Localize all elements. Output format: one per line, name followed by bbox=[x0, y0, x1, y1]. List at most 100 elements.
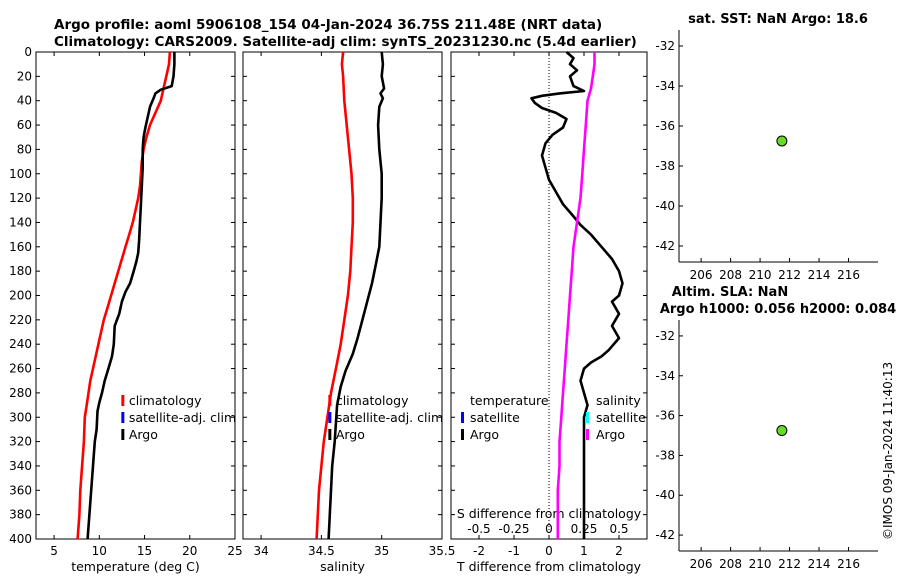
y-tick-label: 340 bbox=[9, 459, 32, 473]
x-tick-label: -2 bbox=[473, 544, 485, 558]
y-tick-label: 400 bbox=[9, 532, 32, 546]
y-tick-label: 360 bbox=[9, 483, 32, 497]
legend-label: climatology bbox=[129, 393, 202, 408]
x-tick-label: 2 bbox=[615, 544, 623, 558]
panel-diff: -2 -1 0 1 2T difference from climatology S di… bbox=[450, 51, 648, 574]
y-tick-label: 60 bbox=[17, 118, 32, 132]
y-tick-label: -34 bbox=[655, 79, 675, 93]
header-line-2: Climatology: CARS2009. Satellite-adj cli… bbox=[54, 34, 637, 50]
y-tick-label: 0 bbox=[24, 45, 32, 59]
top-tick-label: -0.5 bbox=[467, 522, 490, 536]
x-tick-label: 35.5 bbox=[429, 544, 456, 558]
x-tick-label: 34.5 bbox=[308, 544, 335, 558]
top-axis-label: S difference from climatology bbox=[457, 506, 642, 521]
legend-swatch bbox=[586, 429, 589, 440]
panel-temp: 0 20 40 60 80 100 120 140 160 180 200 220 240 260 280 3… bbox=[9, 45, 243, 574]
legend-swatch bbox=[328, 412, 332, 423]
x-tick-label: 34 bbox=[253, 544, 268, 558]
y-tick-label: -40 bbox=[655, 199, 675, 213]
y-tick-label: 120 bbox=[9, 191, 32, 205]
imos-watermark: ©IMOS 09-Jan-2024 11:40:13 bbox=[881, 362, 895, 540]
x-axis-label: salinity bbox=[320, 559, 365, 574]
y-tick-label: -34 bbox=[655, 369, 675, 383]
x-tick-label: 212 bbox=[778, 557, 801, 571]
map-subtitle: Argo h1000: 0.056 h2000: 0.084 bbox=[660, 302, 896, 317]
x-tick-label: -1 bbox=[508, 544, 520, 558]
legend-swatch bbox=[121, 412, 125, 423]
y-tick-label: 200 bbox=[9, 289, 32, 303]
legend-label: satellite bbox=[470, 410, 520, 425]
x-tick-label: 214 bbox=[808, 557, 831, 571]
panel-sst_map: -32 -34 -36 -38 -40 -42 206 208 210 212 214 216 sat.… bbox=[655, 12, 878, 282]
legend-label: satellite-adj. clim bbox=[336, 410, 443, 425]
series-line-black bbox=[327, 51, 386, 540]
top-tick-label: 0 bbox=[545, 522, 553, 536]
legend-label: Argo bbox=[596, 427, 625, 442]
y-tick-label: -38 bbox=[655, 159, 675, 173]
axes-frame bbox=[242, 51, 443, 540]
y-tick-label: 300 bbox=[9, 410, 32, 424]
y-tick-label: 320 bbox=[9, 435, 32, 449]
y-tick-label: 40 bbox=[17, 94, 32, 108]
legend-label: Argo bbox=[129, 427, 158, 442]
x-tick-label: 10 bbox=[92, 544, 107, 558]
y-tick-label: 140 bbox=[9, 215, 32, 229]
header-line-1: Argo profile: aoml 5906108_154 04-Jan-20… bbox=[54, 17, 602, 33]
x-tick-label: 212 bbox=[778, 268, 801, 282]
legend-label: satellite bbox=[596, 410, 646, 425]
legend-swatch bbox=[461, 429, 464, 440]
x-tick-label: 210 bbox=[749, 557, 772, 571]
y-tick-label: 20 bbox=[17, 69, 32, 83]
argo-position-marker bbox=[776, 135, 788, 147]
series-line-red bbox=[315, 51, 355, 540]
argo-position-marker bbox=[776, 425, 788, 437]
legend-swatch bbox=[121, 429, 125, 440]
legend-label: climatology bbox=[336, 393, 409, 408]
y-tick-label: 160 bbox=[9, 240, 32, 254]
legend-swatch bbox=[328, 395, 332, 406]
y-tick-label: 100 bbox=[9, 167, 32, 181]
y-tick-label: 380 bbox=[9, 508, 32, 522]
y-tick-label: -42 bbox=[655, 528, 675, 542]
x-tick-label: 0 bbox=[545, 544, 553, 558]
series-line-black bbox=[530, 51, 624, 539]
x-axis-label: T difference from climatology bbox=[456, 559, 642, 574]
y-tick-label: -42 bbox=[655, 239, 675, 253]
y-tick-label: 180 bbox=[9, 264, 32, 278]
x-tick-label: 216 bbox=[837, 557, 860, 571]
x-tick-label: 208 bbox=[719, 268, 742, 282]
y-tick-label: 220 bbox=[9, 313, 32, 327]
top-tick-label: 0.5 bbox=[609, 522, 628, 536]
map-title: Altim. SLA: NaN bbox=[672, 285, 788, 300]
map-title: sat. SST: NaN Argo: 18.6 bbox=[688, 12, 868, 27]
x-tick-label: 5 bbox=[50, 544, 58, 558]
y-tick-label: -40 bbox=[655, 488, 675, 502]
x-tick-label: 1 bbox=[580, 544, 588, 558]
y-tick-label: -36 bbox=[655, 409, 675, 423]
legend-label: temperature bbox=[470, 393, 549, 408]
y-tick-label: 280 bbox=[9, 386, 32, 400]
x-tick-label: 208 bbox=[719, 557, 742, 571]
series-line-black bbox=[86, 52, 176, 540]
legend-swatch bbox=[328, 429, 332, 440]
x-tick-label: 15 bbox=[137, 544, 152, 558]
y-tick-label: 260 bbox=[9, 362, 32, 376]
legend-label: salinity bbox=[596, 393, 641, 408]
y-tick-label: 80 bbox=[17, 142, 32, 156]
x-tick-label: 20 bbox=[182, 544, 197, 558]
panel-sla_map: -32 -34 -36 -38 -40 -42 206 208 210 212 214 216 Alti… bbox=[655, 285, 896, 571]
top-tick-label: -0.25 bbox=[498, 522, 529, 536]
legend-swatch bbox=[121, 395, 125, 406]
y-tick-label: -36 bbox=[655, 119, 675, 133]
legend-swatch bbox=[461, 412, 464, 423]
legend-label: satellite-adj. clim bbox=[129, 410, 236, 425]
x-tick-label: 35 bbox=[374, 544, 389, 558]
legend-label: Argo bbox=[470, 427, 499, 442]
x-tick-label: 216 bbox=[837, 268, 860, 282]
y-tick-label: -32 bbox=[655, 329, 675, 343]
y-tick-label: -32 bbox=[655, 39, 675, 53]
x-tick-label: 25 bbox=[227, 544, 242, 558]
panel-sal: 34 34.5 35 35.5 salinity climatology satellite… bbox=[242, 51, 456, 574]
legend-label: Argo bbox=[336, 427, 365, 442]
